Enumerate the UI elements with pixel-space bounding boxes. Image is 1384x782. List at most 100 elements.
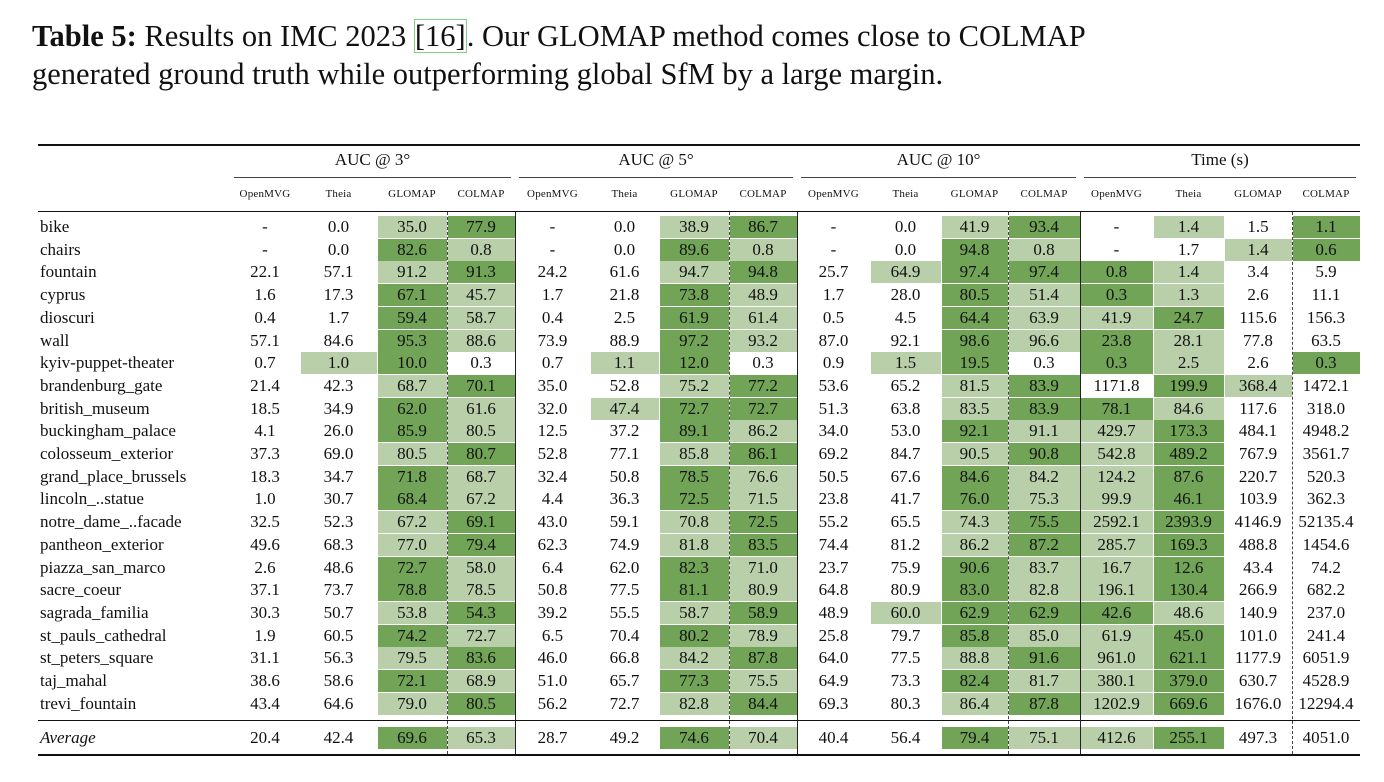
table-cell: 71.5 xyxy=(729,488,797,511)
table-cell: 19.5 xyxy=(941,352,1008,375)
row-label: fountain xyxy=(40,262,97,282)
cite-bracket: ] xyxy=(455,19,466,53)
cite-bracket: [ xyxy=(414,19,426,53)
table-cell: 0.4 xyxy=(541,307,564,327)
row-label: bike xyxy=(40,217,70,236)
table-cell: 72.1 xyxy=(377,670,447,692)
table-cell: 22.1 xyxy=(250,262,280,282)
table-cell: 0.8 xyxy=(729,238,797,261)
table-cell: 77.9 xyxy=(447,216,515,238)
table-cell: 72.7 xyxy=(659,397,729,420)
table-cell: 0.7 xyxy=(541,353,564,373)
table-cell: 1171.8 xyxy=(1093,375,1140,395)
column-header-openmvg: OpenMVG xyxy=(527,188,578,200)
table-cell: 66.8 xyxy=(609,648,640,668)
row-label: pantheon_exterior xyxy=(40,534,164,554)
table-cell: 51.3 xyxy=(818,398,849,418)
table-cell: 65.7 xyxy=(609,671,640,690)
table-cell: 25.8 xyxy=(818,625,849,645)
table-cell: 68.4 xyxy=(377,488,447,511)
table-cell: 87.8 xyxy=(729,647,797,670)
table-cell: 77.0 xyxy=(377,533,447,556)
table-cell: 53.6 xyxy=(818,375,849,395)
table-cell: 60.0 xyxy=(870,601,941,624)
table-cell: 0.8 xyxy=(1080,261,1153,284)
table-cell: 18.3 xyxy=(250,466,280,486)
table-cell: 429.7 xyxy=(1080,420,1153,443)
table-cell: 94.8 xyxy=(941,238,1008,261)
citation-link[interactable]: [16] xyxy=(413,19,467,53)
table-cell: 91.1 xyxy=(1008,420,1080,443)
table-cell: 67.2 xyxy=(447,488,515,511)
table-cell: 0.0 xyxy=(613,217,636,236)
table-cell: 87.6 xyxy=(1153,465,1224,488)
table-cell: 62.9 xyxy=(941,601,1008,624)
table-cell: 98.6 xyxy=(941,329,1008,352)
column-header-theia: Theia xyxy=(611,188,638,200)
row-label: kyiv-puppet-theater xyxy=(40,353,175,373)
table-cell: 73.7 xyxy=(323,580,354,600)
table-cell: 1472.1 xyxy=(1302,375,1350,395)
table-cell: 75.5 xyxy=(729,670,797,692)
table-cell: 0.8 xyxy=(1008,238,1080,261)
table-cell: 2393.9 xyxy=(1153,511,1224,534)
table-cell: 65.3 xyxy=(447,727,515,749)
table-cell: 74.2 xyxy=(1311,557,1341,577)
table-cell: 4.4 xyxy=(541,489,564,509)
table-cell: 43.4 xyxy=(1243,557,1273,577)
table-cell: 28.1 xyxy=(1153,329,1224,352)
table-cell: 10.0 xyxy=(377,352,447,375)
table-cell: 1.6 xyxy=(254,285,276,305)
table-cell: - xyxy=(1113,239,1120,259)
table-cell: - xyxy=(830,217,837,236)
table-cell: 77.5 xyxy=(609,580,640,600)
table-cell: 0.3 xyxy=(470,353,492,373)
table-cell: 91.6 xyxy=(1008,647,1080,670)
table-cell: 368.4 xyxy=(1224,374,1292,397)
table-cell: 489.2 xyxy=(1153,443,1224,465)
table-cell: 72.7 xyxy=(609,693,640,713)
table-cell: 0.8 xyxy=(447,238,515,261)
table-cell: 0.7 xyxy=(254,353,276,373)
table-cell: 67.1 xyxy=(377,284,447,307)
table-cell: 49.6 xyxy=(250,534,280,554)
table-cell: 39.2 xyxy=(537,602,568,622)
table-cell: 91.3 xyxy=(447,261,515,284)
table-cell: 45.0 xyxy=(1153,624,1224,647)
table-cell: 520.3 xyxy=(1306,466,1346,486)
table-cell: 86.2 xyxy=(729,420,797,443)
column-header-openmvg: OpenMVG xyxy=(1091,188,1142,200)
table-cell: 99.9 xyxy=(1080,488,1153,511)
table-cell: 61.9 xyxy=(1080,624,1153,647)
row-label: st_pauls_cathedral xyxy=(40,625,167,645)
table-cell: 0.0 xyxy=(613,239,636,259)
table-cell: 1.5 xyxy=(1247,217,1269,236)
table-cell: 83.5 xyxy=(941,397,1008,420)
table-cell: 767.9 xyxy=(1238,444,1278,463)
table-cell: 53.0 xyxy=(890,421,921,441)
table-cell: 80.2 xyxy=(659,624,729,647)
table-cell: 80.5 xyxy=(447,420,515,443)
table-cell: 0.0 xyxy=(894,217,917,236)
table-cell: 53.8 xyxy=(377,601,447,624)
table-cell: 103.9 xyxy=(1238,489,1278,509)
table-cell: 26.0 xyxy=(323,421,354,441)
table-cell: 68.9 xyxy=(447,670,515,692)
table-cell: 488.8 xyxy=(1238,534,1278,554)
table-cell: 285.7 xyxy=(1080,533,1153,556)
table-cell: 42.4 xyxy=(323,728,354,747)
table-cell: 82.6 xyxy=(377,238,447,261)
table-cell: 84.6 xyxy=(1153,397,1224,420)
table-cell: 4948.2 xyxy=(1302,421,1350,441)
column-header-openmvg: OpenMVG xyxy=(239,188,291,200)
group-underline xyxy=(1084,177,1356,178)
group-header: AUC @ 3° xyxy=(334,150,411,169)
table-cell: 97.2 xyxy=(659,329,729,352)
row-label: cyprus xyxy=(40,285,86,305)
table-cell: 62.9 xyxy=(1008,601,1080,624)
table-cell: 43.0 xyxy=(537,512,568,532)
table-cell: 61.6 xyxy=(609,262,640,282)
table-cell: 6.5 xyxy=(541,625,564,645)
table-cell: 961.0 xyxy=(1080,647,1153,670)
table-cell: 61.4 xyxy=(729,306,797,329)
